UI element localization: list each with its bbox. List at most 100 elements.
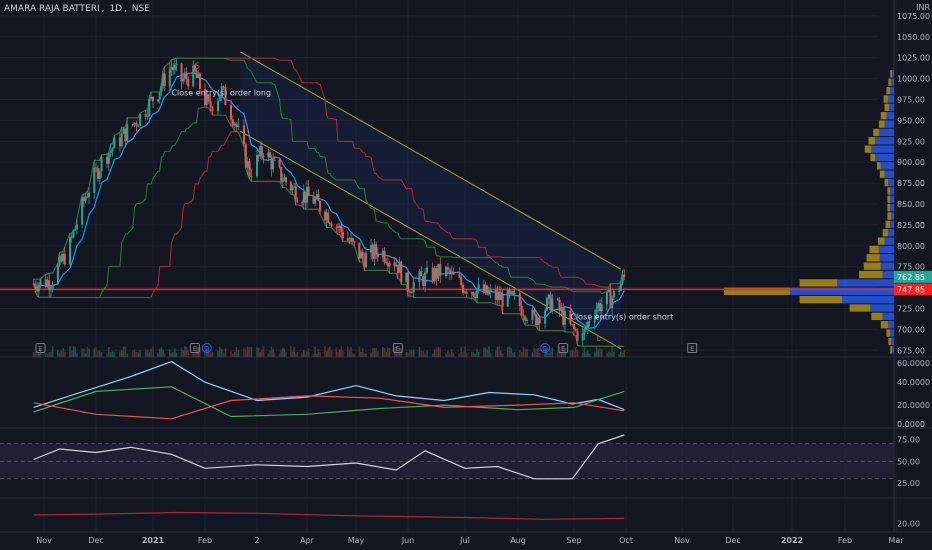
candle-body-43 <box>137 125 140 127</box>
volume-profile-up-24 <box>859 270 883 279</box>
volume-profile-down-0 <box>892 70 894 78</box>
volume-bar-222 <box>573 351 575 357</box>
volume-bar-103 <box>283 348 286 357</box>
time-axis[interactable]: Nov Dec 2021 Feb 2 Apr May Jun Jul Aug Sep Oct Nov De… <box>36 536 904 545</box>
candle-body-157 <box>408 291 411 293</box>
volume-bar-151 <box>395 346 398 357</box>
candle-body-184 <box>477 284 480 291</box>
last-price-tag <box>894 270 932 283</box>
volume-profile-up-5 <box>880 112 887 120</box>
volume-bar-215 <box>556 351 559 357</box>
volume-bar-224 <box>576 349 579 357</box>
volume-profile-up-23 <box>863 262 881 270</box>
candle-body-176 <box>460 277 463 286</box>
candle-body-48 <box>150 96 153 99</box>
candle-body-126 <box>337 226 340 228</box>
volume-profile-up-29 <box>871 312 883 321</box>
candle-body-99 <box>273 159 276 161</box>
volume-bar-185 <box>483 347 485 357</box>
volume-bar-105 <box>290 346 292 357</box>
volume-bar-18 <box>74 346 76 357</box>
volume-bar-6 <box>46 353 49 357</box>
candle-body-137 <box>361 251 364 259</box>
volume-bar-59 <box>175 353 178 357</box>
volume-profile-down-5 <box>886 112 894 120</box>
price-tick-5: 950.00 <box>897 116 925 125</box>
exchange-label: NSE <box>131 4 150 14</box>
candle-body-144 <box>376 253 379 258</box>
volume-profile-down-32 <box>891 337 894 346</box>
volume-bar-209 <box>538 353 541 357</box>
volume-bar-119 <box>319 352 321 357</box>
volume-bar-104 <box>285 352 287 357</box>
rsi-panel[interactable] <box>0 434 894 480</box>
candle-body-63 <box>185 73 188 80</box>
volatility-panel[interactable] <box>33 511 625 520</box>
candle-body-53 <box>162 73 165 87</box>
candle-body-79 <box>224 87 227 106</box>
volume-bar-139 <box>365 353 367 357</box>
volume-profile-up-16 <box>887 203 891 212</box>
price-tick-7: 900.00 <box>897 158 925 167</box>
volume-bar-190 <box>494 350 497 357</box>
symbol-title[interactable]: AMARA RAJA BATTERI, 1D, NSE <box>4 4 150 14</box>
candle-body-211 <box>545 298 548 311</box>
event-marker-box-0 <box>35 343 46 353</box>
candle-body-39 <box>126 124 129 142</box>
volume-bar-93 <box>261 349 263 357</box>
candle-body-5 <box>44 279 47 287</box>
volume-profile-down-29 <box>882 312 894 321</box>
candle-body-203 <box>524 316 527 321</box>
dmi-panel[interactable] <box>33 360 625 420</box>
candle-body-0 <box>32 283 35 285</box>
candle-body-24 <box>88 192 91 198</box>
candle-body-120 <box>323 211 326 221</box>
volume-profile-up-26 <box>724 287 791 295</box>
volume-profile-down-16 <box>890 203 894 212</box>
volume-profile-down-1 <box>891 78 894 86</box>
volume-bar-106 <box>291 352 294 357</box>
candle-body-114 <box>307 186 310 197</box>
volume-bar-167 <box>435 347 438 357</box>
volume-bar-12 <box>60 350 63 357</box>
volume-profile-up-30 <box>880 321 889 329</box>
volume-bar-120 <box>324 346 326 357</box>
volume-bar-141 <box>371 347 374 357</box>
candle-body-64 <box>187 79 190 87</box>
event-marker-label-4: D <box>542 345 547 353</box>
candle-body-151 <box>395 264 398 267</box>
price-tick-2: 1025.00 <box>897 54 930 63</box>
volume-bar-152 <box>397 353 399 357</box>
candle-body-102 <box>281 181 284 183</box>
candle-body-178 <box>464 291 466 293</box>
volume-bar-3 <box>38 351 40 357</box>
dmi-series-0 <box>33 360 625 411</box>
volume-bar-29 <box>100 352 103 357</box>
volume-bar-55 <box>168 349 171 357</box>
volume-bar-2 <box>36 351 38 357</box>
volume-bar-38 <box>124 346 127 357</box>
candle-body-100 <box>278 159 281 167</box>
volume-bar-177 <box>462 352 464 357</box>
chart-grid <box>0 0 932 533</box>
candle-body-199 <box>513 293 516 295</box>
candle-body-241 <box>619 283 622 291</box>
candle-body-186 <box>484 285 487 293</box>
volume-bar-150 <box>393 346 396 357</box>
price-axis[interactable]: 1075.00 1050.00 1025.00 1000.00 975.00 950.00… <box>894 12 932 529</box>
volume-bar-81 <box>232 353 234 357</box>
volume-profile-down-3 <box>888 95 894 103</box>
price-panel[interactable]: Close entry(s) order long Close entry(s) … <box>0 51 894 357</box>
candle-body-14 <box>63 253 66 265</box>
candle-body-27 <box>96 168 99 179</box>
candle-body-231 <box>595 308 598 316</box>
candle-body-59 <box>175 63 178 65</box>
candle-body-233 <box>599 303 601 312</box>
volume-profile-up-11 <box>877 162 881 170</box>
candle-body-78 <box>222 86 225 88</box>
volume-profile-up-25 <box>799 279 838 287</box>
volume-bar-236 <box>607 351 610 357</box>
volume-bar-131 <box>348 349 351 357</box>
time-tick-12: Nov <box>674 536 690 545</box>
